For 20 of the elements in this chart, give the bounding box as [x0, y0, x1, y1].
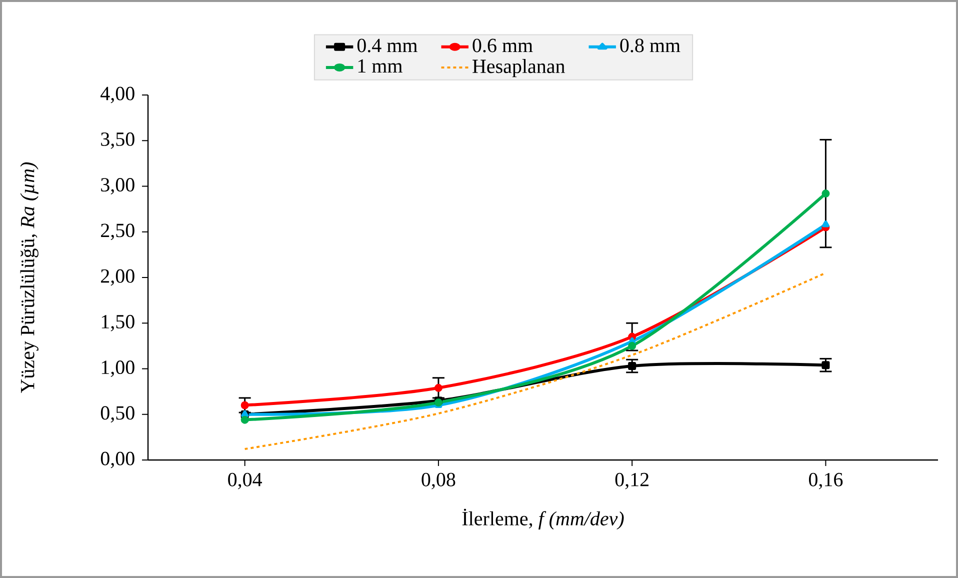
x-tick-label: 0,12: [615, 472, 648, 490]
legend-label: 0.4 mm: [357, 38, 418, 52]
y-axis-title: Yüzey Pürüzlülüğü, Ra (µm): [20, 162, 38, 394]
x-tick-label: 0,08: [422, 472, 456, 490]
y-tick-label: 2,50: [101, 224, 134, 240]
legend-label: 0.8 mm: [620, 38, 680, 52]
x-tick-label: 0,04: [228, 472, 262, 490]
legend-label: 0.6 mm: [472, 38, 533, 52]
y-tick-label: 3,00: [101, 178, 134, 194]
legend-label: 1 mm: [358, 59, 402, 73]
x-axis-title: İlerleme, f (mm/dev): [462, 508, 624, 530]
y-tick-label: 4,00: [100, 86, 134, 104]
legend-label: Hesaplanan: [472, 59, 565, 78]
y-tick-label: 1,50: [102, 314, 134, 332]
y-tick-label: 0,00: [100, 452, 134, 468]
y-tick-label: 1,00: [102, 360, 134, 377]
y-tick-label: 2,00: [101, 269, 134, 286]
y-tick-label: 3,50: [101, 132, 134, 149]
x-tick-label: 0,16: [808, 472, 843, 490]
y-tick-label: 0,50: [100, 406, 134, 423]
